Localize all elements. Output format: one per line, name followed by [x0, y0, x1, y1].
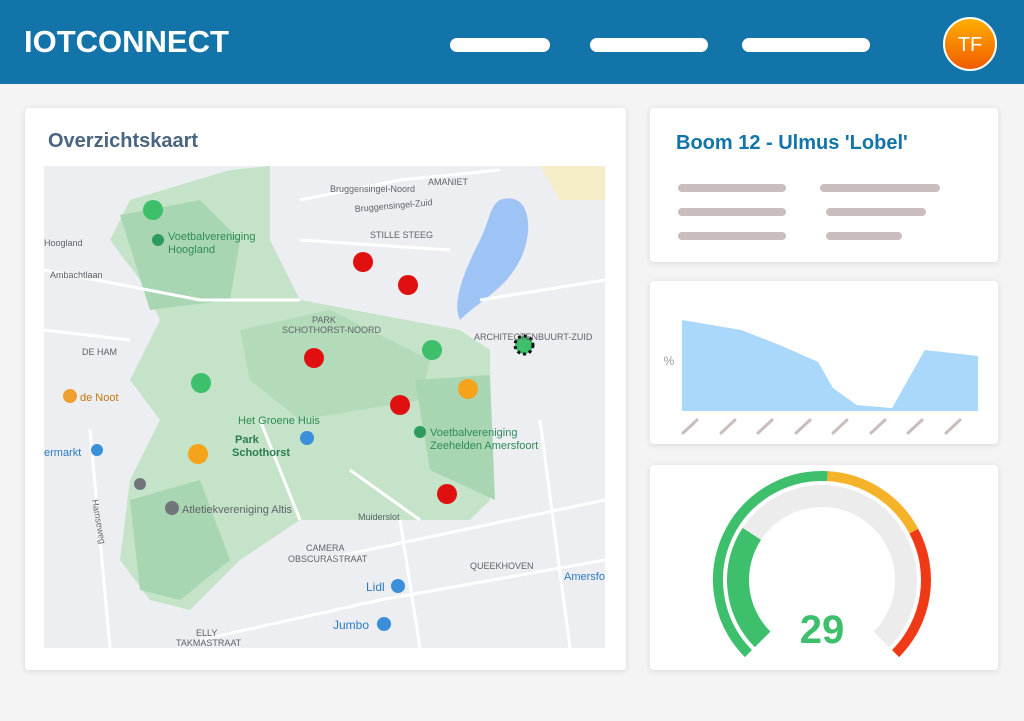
- map-label: Park: [235, 434, 260, 446]
- map-label: Schothorst: [232, 447, 290, 459]
- map-label: Bruggensingel-Noord: [330, 184, 415, 194]
- map-label: OBSCURASTRAAT: [288, 554, 368, 564]
- map-label: SCHOTHORST-NOORD: [282, 325, 382, 335]
- gauge-value-arc: [727, 527, 771, 648]
- map-label: ARCHITECTENBUURT-ZUID: [474, 332, 593, 342]
- map-label: Amersfo: [564, 571, 605, 583]
- placeholder-lines: [678, 184, 940, 240]
- map-label: Jumbo: [333, 618, 369, 632]
- avatar[interactable]: [943, 17, 997, 71]
- map-label: Muiderslot: [358, 512, 400, 522]
- map-label: DE HAM: [82, 347, 117, 357]
- map-label: Het Groene Huis: [238, 415, 320, 427]
- map-title: Overzichtskaart: [48, 130, 198, 152]
- map-label: AMANIET: [428, 177, 469, 187]
- map-label: de Noot: [80, 392, 119, 404]
- map-label: Atletiekvereniging Altis: [182, 504, 293, 516]
- gauge-band: [891, 528, 931, 658]
- map[interactable]: Hoogland Voetbalvereniging Hoogland Amba…: [43, 166, 606, 649]
- avatar-initials: TF: [958, 34, 982, 56]
- nav-item[interactable]: [590, 38, 708, 52]
- map-label: QUEEKHOVEN: [470, 561, 534, 571]
- tree-title: Boom 12 - Ulmus 'Lobel': [676, 132, 908, 154]
- map-label: Hoogland: [168, 244, 215, 256]
- map-label: ermarkt: [44, 447, 81, 459]
- x-placeholder-ticks: [681, 418, 962, 435]
- gauge-value: 29: [800, 608, 845, 652]
- nav-item[interactable]: [450, 38, 550, 52]
- map-label: Ambachtlaan: [50, 270, 103, 280]
- map-label: Voetbalvereniging: [168, 231, 255, 243]
- map-label: Lidl: [366, 580, 385, 594]
- area: [682, 320, 978, 411]
- nav-item[interactable]: [742, 38, 870, 52]
- brand: IOTCONNECT: [24, 24, 229, 59]
- map-label: Hoogland: [44, 238, 83, 248]
- map-label: CAMERA: [306, 543, 345, 553]
- map-label: Voetbalvereniging: [430, 427, 517, 439]
- gauge-band: [713, 471, 828, 658]
- map-label: STILLE STEEG: [370, 230, 433, 240]
- map-label: PARK: [312, 315, 336, 325]
- map-label: TAKMASTRAAT: [176, 638, 242, 648]
- map-label: ELLY: [196, 628, 217, 638]
- gauge-band: [827, 471, 919, 534]
- map-label: Zeehelden Amersfoort: [430, 440, 538, 452]
- y-axis-label: %: [664, 354, 675, 368]
